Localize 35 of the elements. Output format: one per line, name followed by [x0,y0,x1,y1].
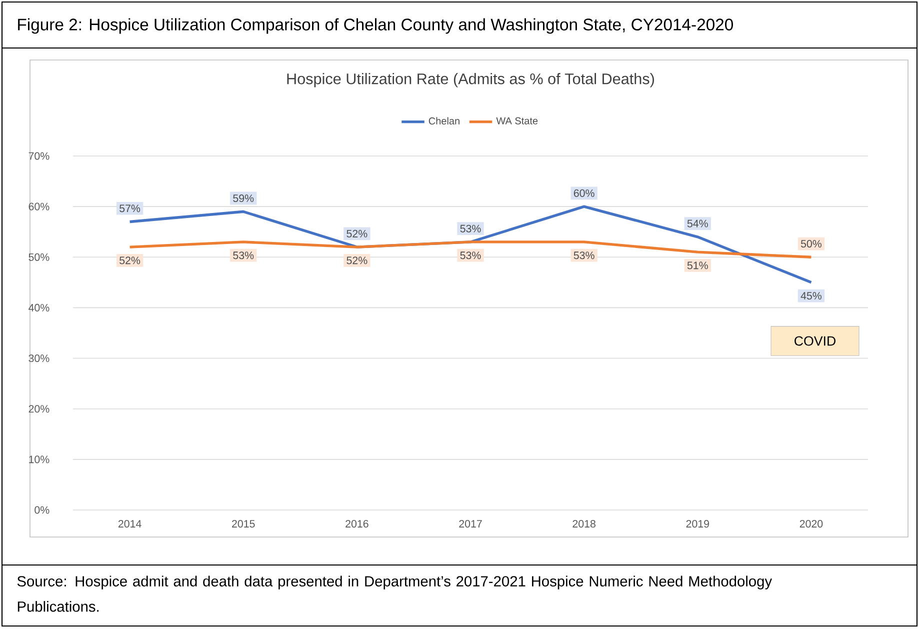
data-label: 53% [233,252,254,260]
data-label: 53% [460,224,481,232]
legend-label: Chelan [428,117,460,125]
x-tick-label: 2017 [459,520,482,528]
y-tick-label: 20% [28,405,50,413]
chart-subtitle: Hospice Utilization Rate (Admits as % of Total Deaths) [287,73,654,88]
y-tick-label: 0% [34,506,50,514]
data-label: 52% [120,256,140,264]
data-label: 60% [574,189,594,197]
y-tick-label: 70% [28,152,50,160]
x-tick-label: 2020 [800,520,823,528]
x-tick-label: 2015 [232,520,255,528]
data-label: 50% [800,240,822,248]
y-tick-label: 40% [28,304,50,312]
data-label: 57% [120,204,140,212]
data-label: 59% [233,194,254,202]
x-tick-label: 2018 [572,520,596,528]
x-tick-label: 2019 [686,520,709,528]
data-label: 52% [346,230,368,238]
annotation: COVID [794,336,836,346]
chart-title: Figure 2: Hospice Utilization Comparison of Chelan County and Washington State, CY2014-2020 [18,18,733,34]
data-label: 54% [687,220,708,228]
legend-label: WA State [496,117,538,124]
data-label: 45% [800,292,822,300]
y-tick-label: 30% [28,354,50,362]
x-tick-label: 2016 [346,520,368,528]
data-label: 51% [687,262,708,270]
data-label: 53% [460,252,481,260]
data-label: 53% [574,252,594,260]
y-tick-label: 10% [29,456,50,464]
data-label: 52% [346,256,368,264]
x-tick-label: 2014 [118,520,142,528]
y-tick-label: 60% [28,202,50,210]
y-tick-label: 50% [28,253,50,261]
source-note: Source: Hospice admit and death data presented in Department’s 2017-2021 Hospice Numeric Need Methodology Publications. [17,576,772,612]
